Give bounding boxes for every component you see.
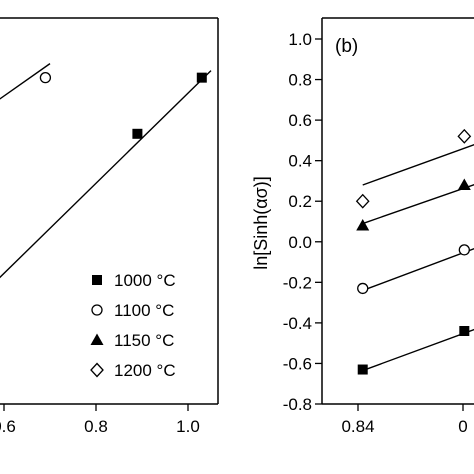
y-tick-label-b: 0.8 [288, 71, 312, 90]
point-b-1000-c [459, 326, 470, 336]
panel-a-chart: .40.60.81.0 [0, 17, 219, 436]
x-tick-label-b: 0.84 [341, 417, 374, 436]
point-b-1200-c [457, 128, 472, 144]
legend-marker-1000-c [92, 275, 102, 285]
y-tick-label-b: 0.2 [288, 192, 312, 211]
x-tick-label-b: 0 [458, 417, 467, 436]
y-tick-label-b: -0.2 [283, 273, 312, 292]
y-tick-label-b: -0.4 [283, 314, 312, 333]
y-tick-label-b: -0.8 [283, 395, 312, 414]
y-tick-label-b: -0.6 [283, 354, 312, 373]
fit-line-b-1200-c [362, 144, 474, 186]
point-b-1100-c [357, 282, 369, 295]
fit-line-1100-c [0, 63, 51, 100]
legend-label-1100-c: 1100 °C [114, 301, 174, 320]
legend: 1000 °C 1100 °C 1150 °C 1200 °C [90, 271, 176, 380]
panel-label-b: (b) [335, 36, 358, 57]
legend-marker-1150-c [90, 333, 104, 345]
point-b-1200-c [355, 193, 370, 209]
legend-marker-1100-c [91, 304, 103, 316]
point-1100-c [39, 72, 52, 84]
legend-label-1000-c: 1000 °C [114, 271, 176, 290]
fit-line-b-1000-c [362, 328, 474, 372]
panel-b-chart: -0.8 -0.6 -0.4 -0.2 0.0 0.2 0.4 0.6 0.8 1.0 0.84 0 l… [251, 17, 474, 436]
fit-line-b-1100-c [362, 247, 474, 292]
y-tick-label-b: 0.6 [288, 111, 312, 130]
y-axis-title-b: ln[Sinh(ασ)] [251, 176, 271, 270]
legend-label-1150-c: 1150 °C [114, 331, 174, 350]
y-tick-label-b: 0.4 [288, 152, 312, 171]
plot-area-a [0, 63, 212, 279]
y-tick-label-b: 0.0 [288, 233, 312, 252]
point-b-1150-c [457, 178, 471, 190]
point-b-1150-c [356, 219, 370, 231]
x-tick-label-a: 0.8 [84, 417, 108, 436]
fit-line-1000-c [0, 70, 212, 279]
legend-label-1200-c: 1200 °C [114, 361, 176, 380]
legend-marker-1200-c [90, 362, 104, 378]
point-1000-c [196, 72, 207, 83]
point-b-1100-c [458, 244, 470, 256]
y-tick-label-b: 1.0 [288, 30, 312, 49]
fit-line-b-1150-c [362, 184, 474, 225]
x-tick-label-a: 0.6 [0, 417, 16, 436]
x-tick-label-a: 1.0 [176, 417, 200, 436]
point-b-1000-c [357, 364, 368, 375]
point-1000-c [132, 128, 143, 139]
